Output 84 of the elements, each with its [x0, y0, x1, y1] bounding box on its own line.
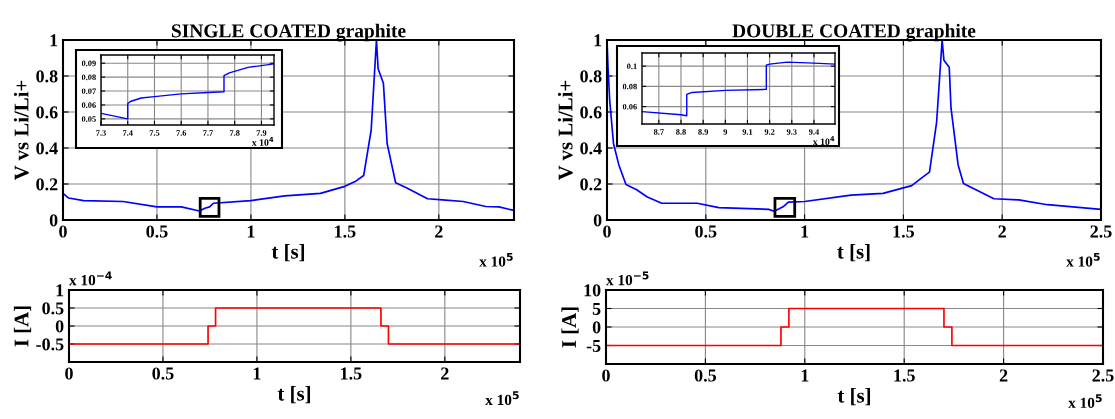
x-tick-label: 2	[998, 225, 1006, 238]
line-series	[642, 61, 835, 117]
x-tick-label: 2.5	[1090, 225, 1112, 238]
y-tick-label: -0.5	[36, 338, 64, 351]
x-tick-label: 9	[723, 129, 728, 135]
annotation: x 10$^{4}$	[812, 136, 835, 146]
y-axis-title: I [A]	[13, 306, 32, 347]
text: x 10$^{5}$	[479, 252, 513, 267]
y-axis-title: V vs Li/Li+	[13, 80, 29, 181]
chart-title: DOUBLE COATED graphite	[732, 23, 976, 42]
y-tick-label: 0.2	[36, 178, 58, 191]
y-tick-label: 0	[49, 214, 58, 227]
y-tick-label: 0.4	[36, 142, 58, 155]
y-tick-label: 0.08	[81, 74, 96, 81]
x-tick-label: 0	[603, 225, 611, 238]
y-tick-label: 0.09	[81, 60, 96, 67]
x-tick-label: 9.2	[764, 129, 775, 135]
x-axis-title: t [s]	[277, 386, 311, 404]
text: x 10$^{5}$	[485, 391, 519, 406]
x-tick-label: 1.5	[893, 225, 915, 238]
text: x 10$^{5}$	[1068, 394, 1102, 408]
y-axis-title: I [A]	[561, 307, 579, 348]
x-tick-label: 2	[435, 225, 443, 238]
x-tick-label: 0.5	[146, 225, 168, 238]
x-tick-label: 8.9	[698, 129, 709, 135]
x-tick-label: 0.5	[152, 367, 174, 380]
y-tick-label: 0.2	[580, 178, 602, 191]
y-tick-label: 0.8	[580, 70, 602, 83]
y-tick-label: 0.5	[42, 302, 64, 315]
x-tick-label: 0.5	[695, 225, 717, 238]
x-tick-label: 0	[602, 369, 610, 382]
y-tick-label: 0.06	[81, 102, 96, 108]
x-tick-label: 7.9	[256, 130, 267, 136]
x-tick-label: 8.7	[653, 129, 664, 135]
x-axis-title: t [s]	[837, 388, 871, 406]
x-tick-label: 7.7	[203, 130, 213, 136]
y-tick-label: 0.06	[622, 103, 637, 110]
y-tick-label: 0.6	[36, 106, 58, 119]
y-tick-label: 1	[50, 34, 58, 47]
y-tick-label: 0.05	[81, 116, 96, 122]
text: x 10$^{5}$	[1066, 252, 1100, 267]
y-tick-label: 0	[55, 320, 64, 333]
x-axis-title: t [s]	[271, 244, 305, 262]
x-tick-label: 8.8	[676, 129, 686, 135]
y-tick-label: 10	[584, 284, 601, 297]
x-tick-label: 9.4	[808, 129, 819, 135]
y-tick-label: 0.1	[627, 63, 637, 70]
x-tick-label: 1	[253, 367, 261, 380]
annotation: x 10$^{4}$	[251, 137, 274, 146]
x-tick-label: 1.5	[341, 367, 362, 380]
x-tick-label: 1	[247, 225, 255, 238]
y-tick-label: 1	[594, 34, 602, 47]
y-tick-label: -5	[586, 339, 601, 352]
x-tick-label: 0	[65, 367, 73, 380]
x-tick-label: 7.5	[149, 130, 160, 136]
x-tick-label: 7.3	[96, 130, 106, 136]
x-tick-label: 2.5	[1092, 369, 1114, 382]
x-tick-label: 1.5	[335, 225, 356, 238]
line-series	[101, 63, 274, 120]
y-tick-label: 0	[593, 214, 602, 227]
x-tick-label: 0.5	[694, 369, 717, 382]
x-tick-label: 9.3	[786, 129, 797, 135]
x-tick-label: 2	[441, 367, 449, 380]
x-axis-title: t [s]	[837, 244, 870, 262]
y-tick-label: 0.4	[580, 142, 602, 155]
x-tick-label: 7.6	[176, 130, 187, 136]
y-axis-title: V vs Li/Li+	[557, 80, 573, 181]
y-tick-label: 0.8	[36, 70, 58, 83]
x-tick-label: 1.5	[894, 369, 915, 382]
x-tick-label: 7.8	[229, 130, 240, 136]
x-tick-label: 2	[999, 369, 1008, 382]
y-tick-label: 0.6	[580, 106, 602, 119]
y-tick-label: 5	[592, 302, 601, 315]
x-tick-label: 1	[801, 225, 809, 238]
y-tick-label: 0	[592, 321, 601, 334]
text: x 10$^{−5}$	[606, 271, 649, 286]
x-tick-label: 9.1	[742, 129, 753, 135]
x-tick-label: 7.4	[123, 130, 133, 136]
text: x 10$^{−4}$	[69, 271, 112, 286]
y-tick-label: 1	[56, 284, 64, 297]
x-tick-label: 1	[801, 369, 809, 382]
y-tick-label: 0.07	[81, 88, 96, 95]
chart-title: SINGLE COATED graphite	[171, 23, 406, 42]
y-tick-label: 0.08	[622, 83, 637, 90]
